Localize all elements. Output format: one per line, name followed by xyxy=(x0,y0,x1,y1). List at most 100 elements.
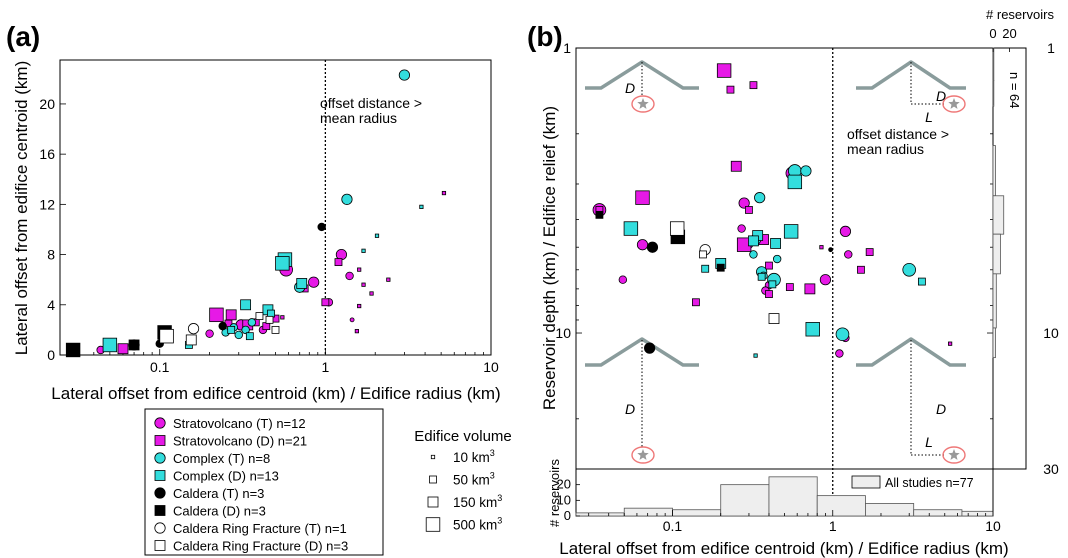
data-point xyxy=(361,248,366,253)
legend-marker xyxy=(154,522,166,534)
data-point xyxy=(737,224,746,233)
data-point xyxy=(754,192,766,204)
legend-volumes: 10 km3 50 km3 150 km3 500 km3 xyxy=(425,448,502,533)
data-point xyxy=(765,290,773,298)
right-y-tick-label: 30 xyxy=(1043,461,1059,477)
legend-volume-label: 150 km3 xyxy=(453,493,502,510)
sketch-depth-label: D xyxy=(625,401,635,417)
data-point xyxy=(595,210,604,219)
y-tick-label: 1 xyxy=(563,40,571,56)
data-point xyxy=(948,341,953,346)
data-point xyxy=(398,69,410,81)
data-point xyxy=(865,248,874,256)
legend-volume-label: 10 km3 xyxy=(453,448,495,465)
data-point xyxy=(280,315,285,320)
data-point xyxy=(770,238,782,249)
legend-label: Complex (T) n=8 xyxy=(173,451,270,466)
panel-b-reference-label-2: mean radius xyxy=(847,141,924,157)
legend-marker xyxy=(154,540,166,551)
data-point xyxy=(623,221,639,236)
data-point xyxy=(341,193,353,205)
panel-b-x-axis-label: Lateral offset from edifice centroid (km… xyxy=(559,539,1008,558)
data-point xyxy=(819,245,824,250)
legend-volume-label: 50 km3 xyxy=(453,471,495,488)
data-point xyxy=(247,318,257,327)
data-point xyxy=(783,224,799,239)
panel-a-x-axis: 0.1 1 10 xyxy=(72,349,499,375)
data-point xyxy=(772,254,782,264)
data-point xyxy=(768,280,777,289)
data-point xyxy=(835,349,844,358)
data-point xyxy=(245,332,254,341)
panel-b-points xyxy=(592,63,953,358)
data-point xyxy=(117,343,129,355)
panel-b-x-axis: 0.1 1 10 xyxy=(588,510,1001,534)
data-point xyxy=(349,317,355,323)
data-point xyxy=(636,239,649,251)
y-tick-label: 0 xyxy=(47,347,55,363)
panel-a-frame xyxy=(59,59,492,356)
side-histogram-label: # reservoirs xyxy=(986,7,1054,22)
legend-label: Caldera (T) n=3 xyxy=(173,486,264,501)
data-point xyxy=(804,283,816,295)
data-point xyxy=(159,328,174,344)
legend-volume-marker xyxy=(425,517,441,532)
data-point xyxy=(275,256,290,271)
panel-a-reference-label-1: offset distance > xyxy=(320,95,422,111)
data-point xyxy=(317,222,326,232)
data-point xyxy=(749,250,758,259)
histogram-bar xyxy=(816,495,866,517)
data-point xyxy=(102,337,118,353)
legend-volume-marker xyxy=(427,496,439,508)
x-tick-label: 10 xyxy=(985,518,1001,534)
data-point xyxy=(768,313,780,324)
histogram-bar xyxy=(992,80,995,107)
data-point xyxy=(635,190,650,205)
data-point xyxy=(669,221,685,236)
reservoir-ring xyxy=(631,446,655,464)
sketch-depth-label: D xyxy=(936,88,946,104)
data-point xyxy=(800,165,812,177)
legend-volume-label: 500 km3 xyxy=(453,516,502,533)
data-point xyxy=(357,303,362,309)
reservoir-star-icon xyxy=(637,98,649,109)
right-y-tick-label: 1 xyxy=(1047,40,1055,56)
reservoir-star-icon xyxy=(948,98,960,109)
data-point xyxy=(819,274,832,286)
histogram-tick-label: 10 xyxy=(557,492,571,507)
data-point xyxy=(271,325,280,334)
data-point xyxy=(765,261,773,270)
data-point xyxy=(753,353,758,358)
data-point xyxy=(857,265,865,274)
histogram-bar xyxy=(913,509,963,517)
data-point xyxy=(369,291,374,296)
legend-label: Caldera Ring Fracture (D) n=3 xyxy=(173,539,348,554)
panel-a-reference-label-2: mean radius xyxy=(320,110,397,126)
panel-a: 0.1 1 10 0 4 8 12 16 20 offset distance > mean … xyxy=(12,59,501,403)
volcano-icon xyxy=(856,337,966,367)
x-tick-label: 1 xyxy=(829,518,837,534)
histogram-tick-label: 0 xyxy=(564,508,571,523)
data-point xyxy=(844,250,853,259)
histogram-bar xyxy=(865,503,915,517)
data-point xyxy=(345,271,354,281)
histogram-bar xyxy=(672,509,722,517)
histogram-bar xyxy=(575,512,625,517)
data-point xyxy=(716,63,732,78)
side-histogram-n: n = 64 xyxy=(1007,72,1022,109)
data-point xyxy=(419,204,424,209)
data-point xyxy=(701,264,710,273)
legend-volume-title: Edifice volume xyxy=(414,428,512,445)
data-point xyxy=(441,190,447,196)
volcano-icon xyxy=(585,337,699,367)
y-tick-label: 12 xyxy=(39,196,55,212)
legend-label: Caldera (D) n=3 xyxy=(173,504,266,519)
histogram-bar xyxy=(992,233,1001,275)
sketch-depth-label: D xyxy=(936,401,946,417)
data-point xyxy=(205,329,214,338)
data-point xyxy=(738,197,750,209)
data-point xyxy=(227,325,236,334)
data-point xyxy=(241,325,250,335)
